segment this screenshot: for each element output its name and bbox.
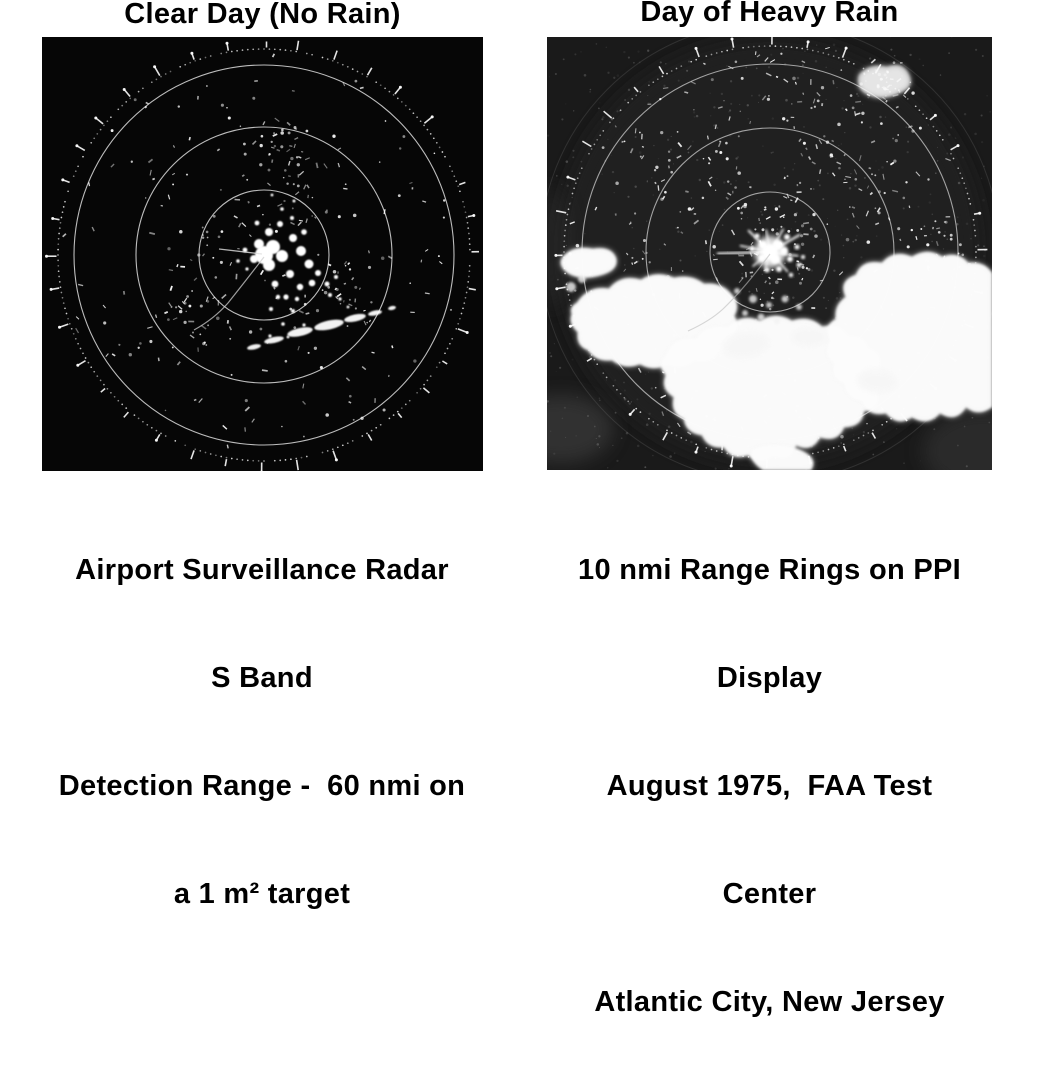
caption-line: 10 nmi Range Rings on PPI: [522, 552, 1017, 588]
caption-line: Detection Range - 60 nmi on: [12, 768, 512, 804]
caption-line: Airport Surveillance Radar: [12, 552, 512, 588]
radar-photo-heavy-rain: [547, 37, 992, 470]
caption-line: Display: [522, 660, 1017, 696]
figure-caption-clear-day: Airport Surveillance Radar S Band Detect…: [12, 480, 512, 984]
figure-caption-heavy-rain: 10 nmi Range Rings on PPI Display August…: [522, 480, 1017, 1092]
figure-title-heavy-rain: Day of Heavy Rain: [547, 0, 992, 27]
figure-title-clear-day: Clear Day (No Rain): [42, 0, 483, 29]
radar-photo-clear-day: [42, 37, 483, 471]
caption-line: a 1 m² target: [12, 876, 512, 912]
caption-line: S Band: [12, 660, 512, 696]
caption-line: August 1975, FAA Test: [522, 768, 1017, 804]
radar-ppi-display-rain: [547, 37, 992, 470]
caption-line: Center: [522, 876, 1017, 912]
radar-ppi-display-clear: [42, 37, 483, 471]
caption-line: Atlantic City, New Jersey: [522, 984, 1017, 1020]
